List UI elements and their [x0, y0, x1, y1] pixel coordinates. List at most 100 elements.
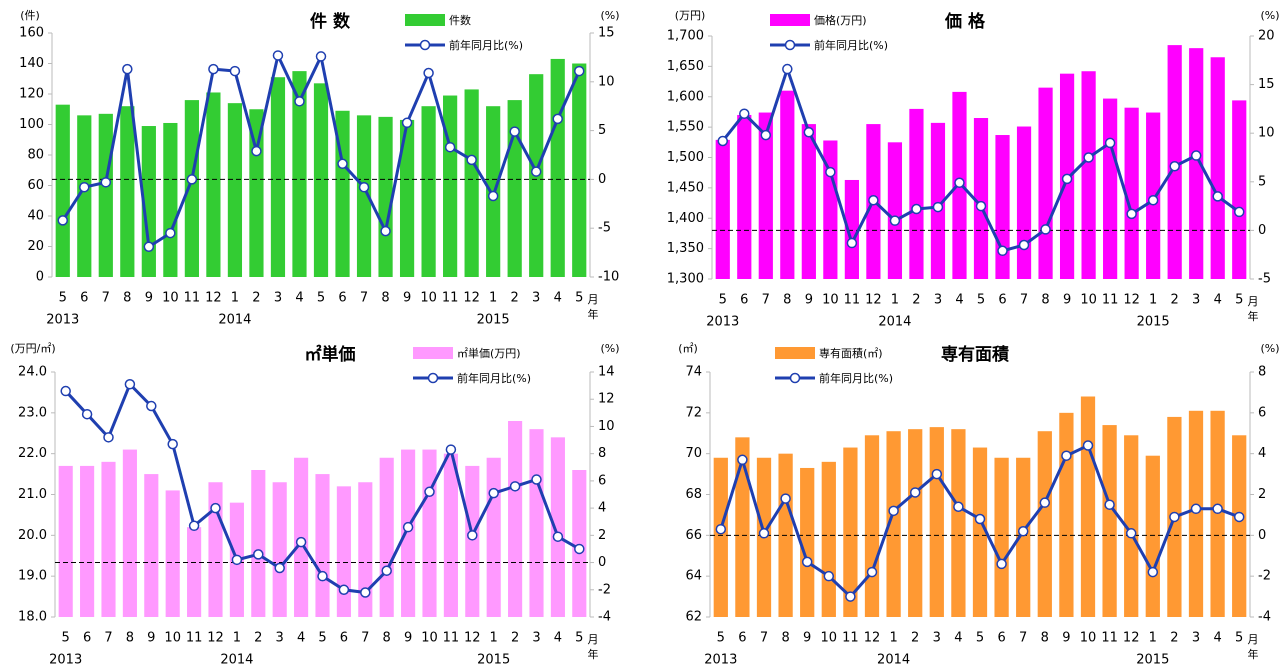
x-tick-label: 5 — [317, 291, 325, 306]
bar — [735, 437, 750, 617]
bar — [994, 457, 1009, 617]
line-marker — [444, 141, 456, 153]
x-tick-label: 6 — [740, 293, 748, 308]
bar — [1145, 455, 1160, 617]
line-marker — [1082, 440, 1094, 451]
x-unit: 月 — [1248, 633, 1259, 646]
line-marker — [488, 487, 499, 499]
x-tick-label: 12 — [205, 291, 222, 306]
y-unit: (件) — [20, 9, 40, 22]
line-marker — [423, 67, 434, 79]
x-tick-label: 6 — [80, 291, 88, 306]
x-tick-label: 2 — [1170, 631, 1178, 646]
y2-tick-label: 15 — [598, 26, 615, 41]
x-tick-label: 10 — [821, 631, 838, 646]
line-marker — [1104, 499, 1115, 510]
y2-unit: (%) — [1260, 342, 1279, 355]
line-marker — [996, 558, 1007, 570]
x-tick-label: 7 — [104, 631, 112, 646]
line-marker — [758, 528, 770, 539]
bar — [886, 431, 901, 617]
legend-swatch — [775, 347, 815, 359]
chart-title: 価 格 — [944, 11, 986, 32]
x-tick-label: 10 — [162, 291, 179, 306]
y-tick-label: 100 — [19, 117, 44, 132]
bar — [572, 63, 587, 277]
bar — [995, 135, 1010, 279]
bar — [800, 467, 815, 617]
line-marker — [737, 454, 748, 466]
line-marker — [143, 241, 155, 252]
y2-tick-label: 6 — [1258, 405, 1266, 420]
line-marker — [825, 166, 836, 178]
y-tick-label: 24.0 — [18, 365, 47, 380]
line-marker — [57, 215, 69, 226]
x-tick-label: 5 — [575, 291, 583, 306]
bar — [951, 429, 966, 617]
x-tick-label: 7 — [1019, 631, 1027, 646]
bar — [1232, 435, 1247, 617]
x-tick-label: 9 — [147, 631, 155, 646]
bar — [356, 115, 372, 277]
x-tick-label: 9 — [404, 631, 412, 646]
x-tick-label: 2 — [1171, 293, 1179, 308]
line-marker — [845, 591, 856, 602]
year-label: 2013 — [46, 313, 79, 328]
bar — [464, 89, 479, 277]
bar — [1210, 57, 1225, 280]
x-tick-label: 3 — [1192, 631, 1200, 646]
line-marker — [1190, 503, 1202, 515]
panel: ㎡単価 (万円/㎡) (%) 18.0 19.0 20.0 21.0 22.0 23.0 24.0… — [10, 342, 619, 666]
line-marker — [210, 502, 221, 514]
y2-tick-label: 12 — [598, 392, 615, 407]
year-unit: 年 — [588, 307, 599, 321]
x-tick-label: 3 — [1192, 293, 1200, 308]
y2-tick-label: 2 — [1258, 487, 1266, 502]
bar — [715, 139, 730, 279]
bar — [227, 103, 243, 278]
line-marker — [424, 486, 435, 498]
x-unit: 月 — [588, 633, 599, 646]
line-marker — [467, 530, 478, 541]
legend-label: 前年同月比(%) — [819, 371, 893, 385]
x-tick-label: 1 — [891, 293, 899, 308]
legend-label: 前年同月比(%) — [449, 38, 523, 52]
y2-tick-label: 5 — [598, 123, 606, 138]
y-tick-label: 1,550 — [667, 120, 704, 135]
x-tick-label: 4 — [1213, 631, 1221, 646]
x-tick-label: 5 — [1235, 293, 1243, 308]
bar — [465, 465, 480, 617]
year-label: 2013 — [704, 653, 737, 666]
x-tick-label: 8 — [381, 291, 389, 306]
y2-tick-label: -2 — [598, 582, 611, 597]
x-tick-label: 6 — [340, 631, 348, 646]
line-marker — [717, 135, 729, 147]
x-tick-label: 11 — [184, 291, 201, 306]
x-unit: 月 — [588, 293, 599, 306]
y-tick-label: 1,400 — [667, 211, 704, 226]
bar — [1038, 87, 1053, 279]
bar — [1016, 457, 1031, 617]
line-marker — [803, 126, 815, 138]
line-marker — [146, 400, 157, 412]
line-marker — [552, 113, 563, 125]
x-unit: 月 — [1248, 295, 1259, 308]
x-tick-label: 2 — [254, 631, 262, 646]
line-marker — [124, 379, 136, 390]
line-marker — [295, 536, 307, 548]
x-tick-label: 8 — [1041, 293, 1049, 308]
x-tick-label: 3 — [934, 293, 942, 308]
line-marker — [1061, 450, 1072, 461]
bar — [1189, 48, 1204, 280]
x-tick-label: 9 — [1062, 631, 1070, 646]
x-tick-label: 11 — [1101, 631, 1118, 646]
line-marker — [909, 487, 921, 498]
x-tick-label: 10 — [1080, 293, 1097, 308]
line-marker — [272, 50, 284, 61]
year-label: 2015 — [1136, 653, 1169, 666]
x-tick-label: 9 — [145, 291, 153, 306]
y2-tick-label: -5 — [598, 221, 611, 236]
bar — [336, 486, 351, 617]
x-tick-label: 2 — [252, 291, 260, 306]
